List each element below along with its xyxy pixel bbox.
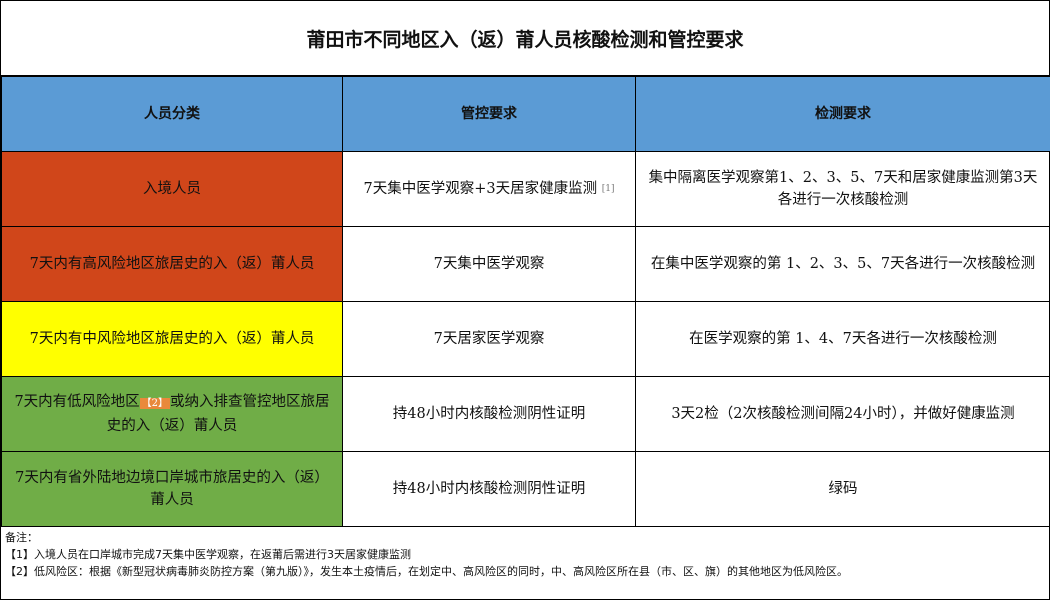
category-text: 或纳入排查管控地区旅居史的入（返）莆人员 [106,394,330,434]
note-item: 【1】入境人员在口岸城市完成7天集中医学观察，在返莆后需进行3天居家健康监测 [5,548,411,561]
table-row: 7天内有省外陆地边境口岸城市旅居史的入（返）莆人员 持48小时内核酸检测阴性证明… [1,451,1050,527]
category-cell: 7天内有高风险地区旅居史的入（返）莆人员 [1,226,343,302]
category-cell: 7天内有中风险地区旅居史的入（返）莆人员 [1,301,343,377]
control-text: 7天集中医学观察+3天居家健康监测 [363,181,598,197]
footnote-ref: 【2】 [139,398,171,409]
table-row: 7天内有高风险地区旅居史的入（返）莆人员 7天集中医学观察 在集中医学观察的第 … [1,226,1050,302]
control-cell: 持48小时内核酸检测阴性证明 [342,451,636,527]
policy-table: 人员分类 管控要求 检测要求 入境人员 7天集中医学观察+3天居家健康监测 [1… [1,76,1050,527]
header-row: 人员分类 管控要求 检测要求 [1,76,1050,152]
page-title: 莆田市不同地区入（返）莆人员核酸检测和管控要求 [1,1,1049,76]
header-test: 检测要求 [635,76,1050,152]
control-cell: 持48小时内核酸检测阴性证明 [342,376,636,452]
test-cell: 3天2检（2次核酸检测间隔24小时），并做好健康监测 [635,376,1050,452]
category-cell: 入境人员 [1,151,343,227]
test-cell: 绿码 [635,451,1050,527]
test-cell: 集中隔离医学观察第1、2、3、5、7天和居家健康监测第3天各进行一次核酸检测 [635,151,1050,227]
table-row: 入境人员 7天集中医学观察+3天居家健康监测 [1] 集中隔离医学观察第1、2、… [1,151,1050,227]
category-cell: 7天内有低风险地区 【2】 或纳入排查管控地区旅居史的入（返）莆人员 [1,376,343,452]
control-cell: 7天居家医学观察 [342,301,636,377]
notes: 备注： 【1】入境人员在口岸城市完成7天集中医学观察，在返莆后需进行3天居家健康… [1,527,1049,582]
test-cell: 在集中医学观察的第 1、2、3、5、7天各进行一次核酸检测 [635,226,1050,302]
category-cell: 7天内有省外陆地边境口岸城市旅居史的入（返）莆人员 [1,451,343,527]
category-text: 7天内有低风险地区 [14,394,140,410]
control-cell: 7天集中医学观察 [342,226,636,302]
control-cell: 7天集中医学观察+3天居家健康监测 [1] [342,151,636,227]
header-category: 人员分类 [1,76,343,152]
table-row: 7天内有低风险地区 【2】 或纳入排查管控地区旅居史的入（返）莆人员 持48小时内核… [1,376,1050,452]
notes-label: 备注： [5,531,38,544]
note-item: 【2】低风险区：根据《新型冠状病毒肺炎防控方案（第九版）》，发生本土疫情后，在划… [5,565,848,578]
footnote-ref: [1] [601,184,615,194]
table-row: 7天内有中风险地区旅居史的入（返）莆人员 7天居家医学观察 在医学观察的第 1、… [1,301,1050,377]
header-control: 管控要求 [342,76,636,152]
test-cell: 在医学观察的第 1、4、7天各进行一次核酸检测 [635,301,1050,377]
